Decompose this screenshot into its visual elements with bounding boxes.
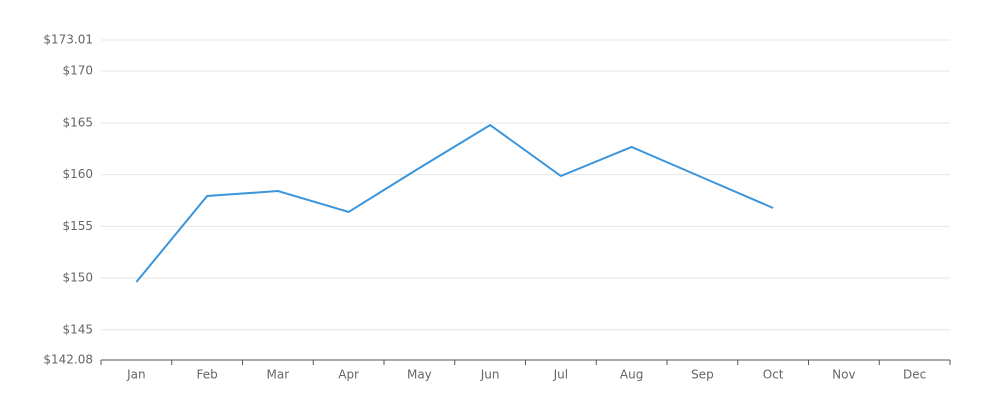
x-tick-label: Oct xyxy=(763,368,784,382)
x-tick-label: Nov xyxy=(832,368,855,382)
y-tick-label: $170 xyxy=(62,64,93,78)
y-tick-label: $165 xyxy=(62,115,93,129)
x-tick-label: Jun xyxy=(480,368,500,382)
y-tick-label: $150 xyxy=(62,271,93,285)
x-tick-label: Dec xyxy=(903,368,926,382)
x-tick-label: Mar xyxy=(267,368,290,382)
x-tick-label: Jan xyxy=(126,368,146,382)
x-tick-label: Aug xyxy=(620,368,643,382)
x-tick-label: Apr xyxy=(338,368,359,382)
x-tick-label: Jul xyxy=(553,368,568,382)
y-tick-label: $173.01 xyxy=(43,33,93,47)
line xyxy=(135,123,774,283)
x-tick-label: Feb xyxy=(197,368,218,382)
x-tick-label: Sep xyxy=(691,368,714,382)
y-tick-label: $155 xyxy=(62,219,93,233)
x-tick-label: May xyxy=(407,368,432,382)
y-tick-label: $160 xyxy=(62,167,93,181)
y-tick-label: $142.08 xyxy=(43,353,93,367)
y-tick-label: $145 xyxy=(62,322,93,336)
